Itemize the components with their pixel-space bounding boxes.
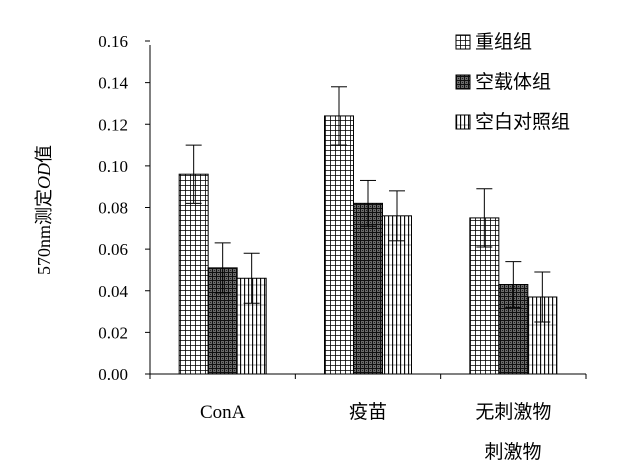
y-axis-label-prefix: 570nm测定 <box>34 189 54 275</box>
legend-swatch <box>455 74 471 90</box>
category-label: ConA <box>200 402 246 423</box>
category-label: 疫苗 <box>349 401 387 423</box>
bar <box>178 173 209 375</box>
legend-swatch <box>455 34 471 50</box>
y-tick-label: 0.00 <box>98 365 128 384</box>
error-bars <box>185 86 551 323</box>
y-ticks: 0.00 0.02 0.04 0.06 0.08 0.10 0.12 0.14 0.16 <box>98 32 150 384</box>
category-labels: ConA 疫苗 无刺激物 <box>200 401 551 423</box>
y-tick-label: 0.06 <box>98 240 128 259</box>
y-axis-label: 570nm测定OD值 <box>34 145 54 275</box>
y-tick-label: 0.04 <box>98 282 128 301</box>
y-axis-label-italic: OD <box>34 163 54 189</box>
bars <box>178 115 558 375</box>
bar <box>382 215 412 375</box>
y-tick-label: 0.02 <box>98 323 128 342</box>
legend-label: 重组组 <box>475 31 532 53</box>
y-tick-label: 0.10 <box>98 157 128 176</box>
y-tick-label: 0.16 <box>98 32 128 51</box>
category-label: 无刺激物 <box>475 401 551 423</box>
y-tick-label: 0.12 <box>98 115 128 134</box>
y-axis-label-suffix: 值 <box>34 145 54 163</box>
y-tick-label: 0.14 <box>98 74 128 93</box>
legend-swatch <box>455 114 471 130</box>
x-ticks <box>149 374 587 379</box>
legend-label: 空载体组 <box>475 71 551 93</box>
extra-category-label: 刺激物 <box>484 441 541 463</box>
bar <box>324 115 354 375</box>
y-tick-label: 0.08 <box>98 199 128 218</box>
bar <box>353 202 383 375</box>
legend-label: 空白对照组 <box>475 111 570 133</box>
